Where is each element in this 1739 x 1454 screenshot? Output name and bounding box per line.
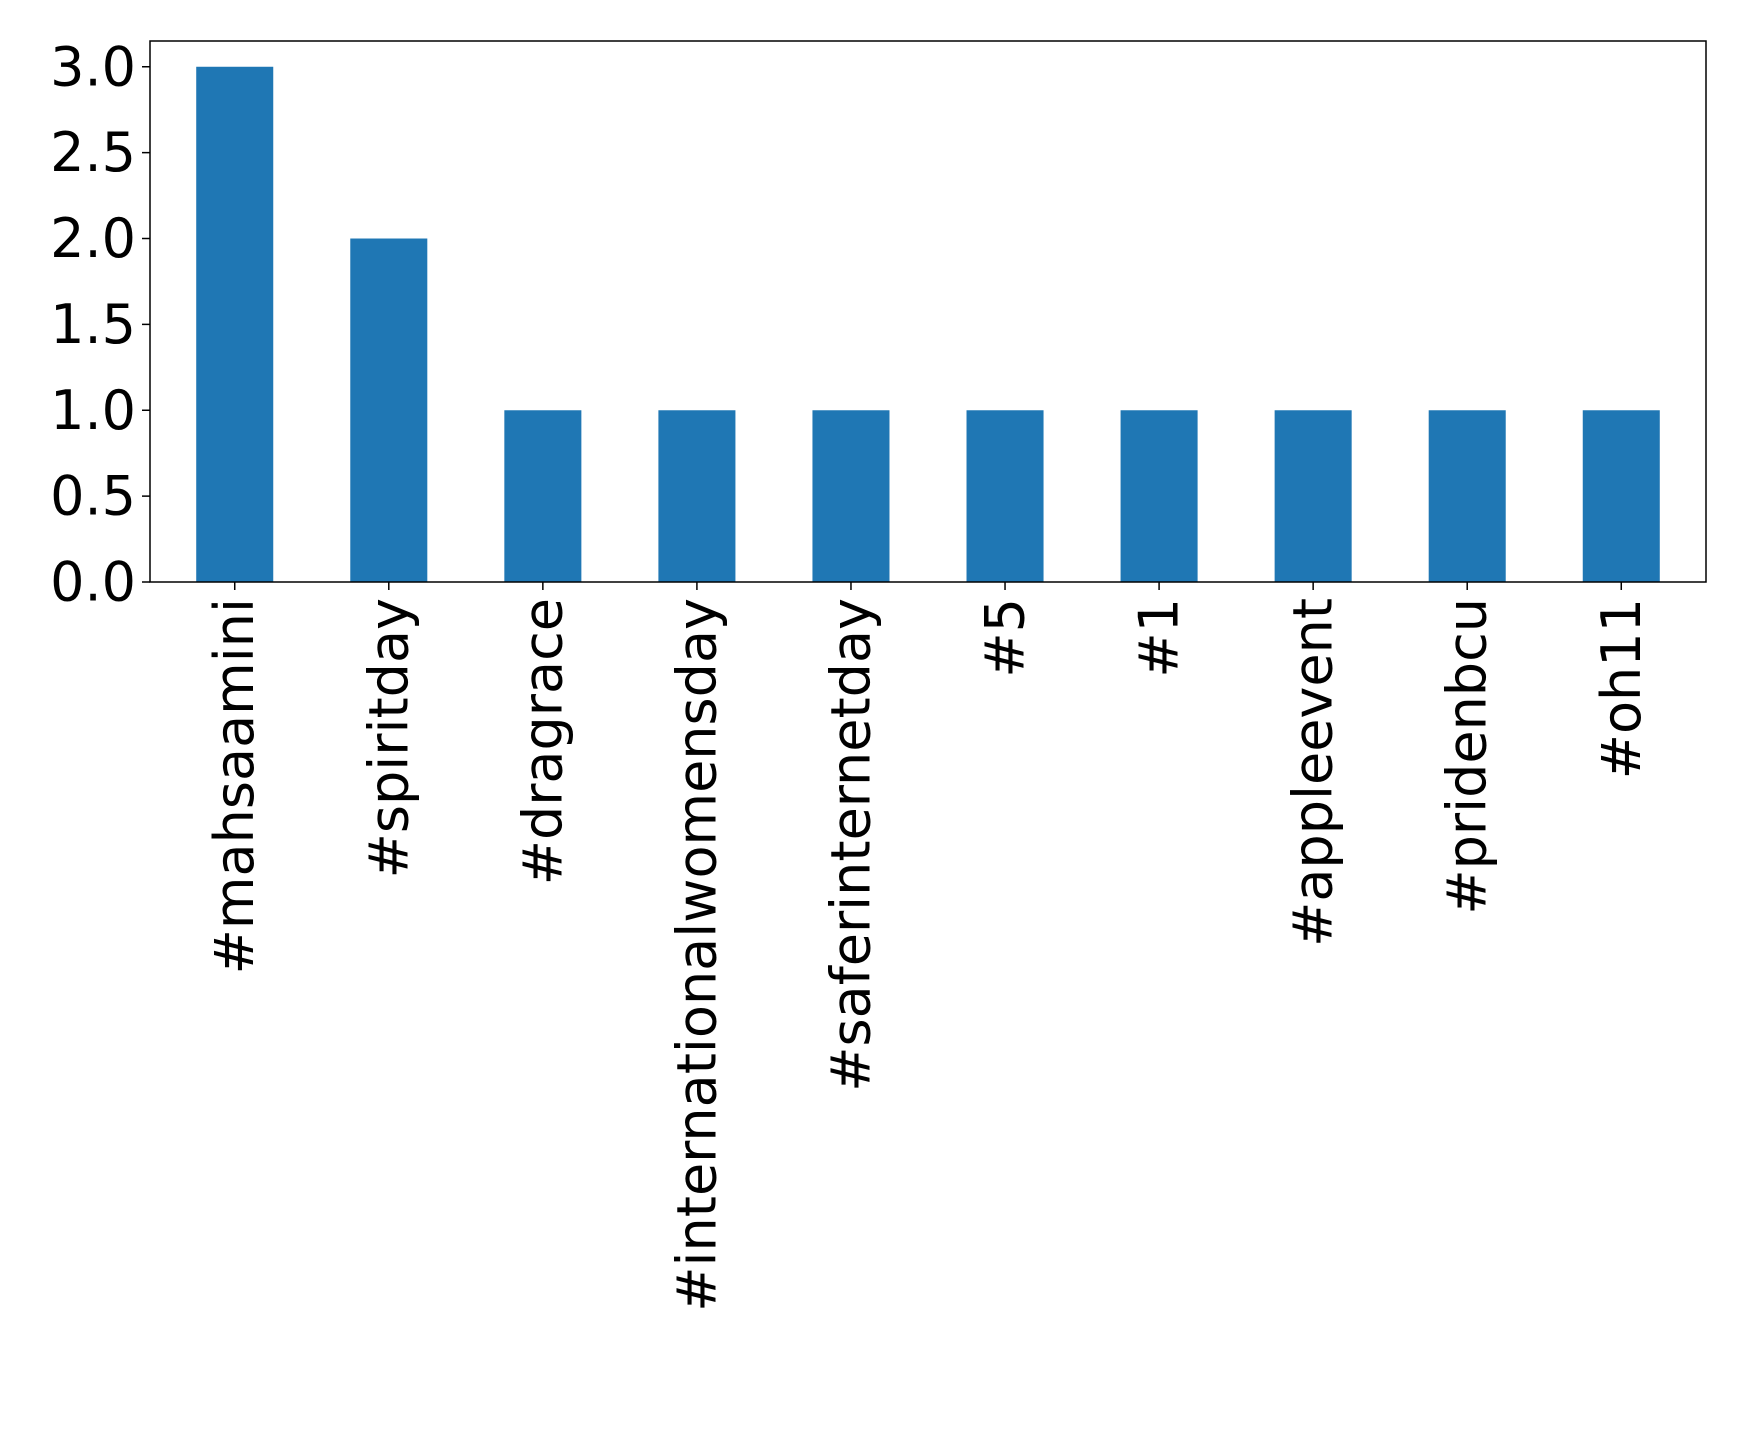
y-tick-label-1: 0.5: [50, 465, 136, 528]
plot-frame: [149, 40, 1707, 583]
bar-0: [196, 66, 274, 582]
bar-4: [812, 410, 890, 582]
bar-7: [1274, 410, 1352, 582]
bar-9: [1582, 410, 1660, 582]
x-tick-label-8: #pridenbcu: [1436, 598, 1499, 915]
y-tick-label-3: 1.5: [50, 293, 136, 356]
bars-group: [196, 66, 1660, 582]
x-tick-label-6: #1: [1128, 598, 1191, 678]
x-tick-label-9: #oh11: [1590, 598, 1653, 779]
x-tick-label-2: #dragrace: [511, 598, 574, 885]
x-tick-label-4: #saferinternetday: [819, 598, 882, 1092]
bar-2: [504, 410, 582, 582]
x-tick-label-1: #spiritday: [357, 598, 420, 878]
y-tick-label-4: 2.0: [50, 207, 136, 270]
bar-6: [1120, 410, 1198, 582]
x-tick-label-3: #internationalwomensday: [665, 598, 728, 1312]
y-tick-label-5: 2.5: [50, 121, 136, 184]
bar-8: [1428, 410, 1506, 582]
y-axis: 0.0 0.5 1.0 1.5 2.0 2.5 3.0: [50, 35, 150, 614]
bar-5: [966, 410, 1044, 582]
bar-1: [350, 238, 428, 582]
x-tick-label-5: #5: [974, 598, 1037, 678]
x-tick-label-0: #mahsaamini: [203, 598, 266, 974]
x-axis: #mahsaamini #spiritday #dragrace #internati…: [203, 582, 1653, 1312]
y-tick-label-2: 1.0: [50, 379, 136, 442]
y-tick-label-6: 3.0: [50, 35, 136, 98]
bar-3: [658, 410, 736, 582]
x-tick-label-7: #appleevent: [1282, 598, 1345, 947]
y-tick-label-0: 0.0: [50, 551, 136, 614]
